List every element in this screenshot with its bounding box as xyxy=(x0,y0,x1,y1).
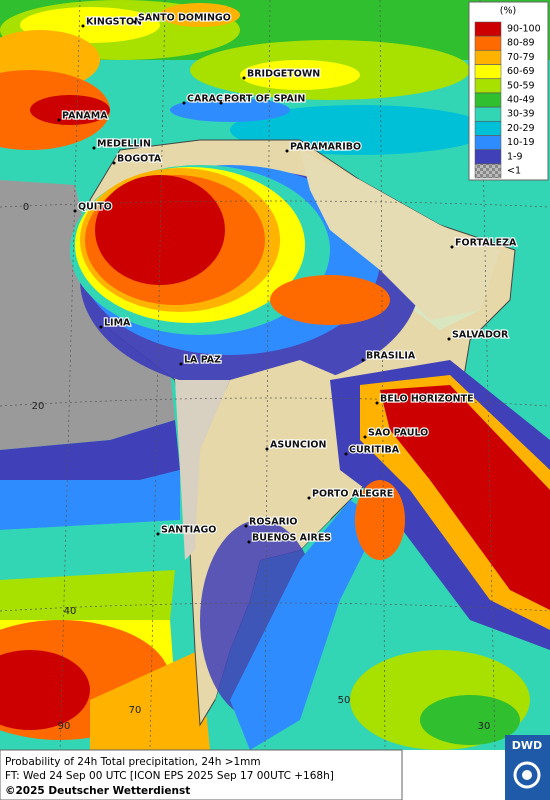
legend-label: 90-100 xyxy=(507,24,541,35)
city-label: MEDELLIN xyxy=(97,139,151,150)
legend-label: 60-69 xyxy=(507,66,535,77)
city-marker xyxy=(265,447,269,451)
legend-label: 30-39 xyxy=(507,109,535,120)
city-label: PORT OF SPAIN xyxy=(224,94,305,105)
legend-swatch xyxy=(474,35,502,51)
legend-swatch xyxy=(474,92,502,108)
city-label: SANTIAGO xyxy=(161,525,216,536)
legend-swatch xyxy=(474,64,502,79)
legend-label: 70-79 xyxy=(507,52,535,63)
city-marker xyxy=(81,24,85,28)
legend: (%) 90-100 80-89 70-79 60-69 50-59 40-49 30-39 2… xyxy=(468,1,549,181)
city-marker xyxy=(447,337,451,341)
city-marker xyxy=(57,118,61,122)
graticule-label: 40 xyxy=(64,606,77,617)
city-label: CARACAS xyxy=(187,94,237,105)
legend-swatch xyxy=(474,78,502,94)
legend-swatch xyxy=(474,135,502,150)
city-label: PANAMA xyxy=(62,111,108,122)
city-marker xyxy=(182,101,186,105)
footer-line: ©2025 Deutscher Wetterdienst xyxy=(5,785,190,797)
legend-swatch xyxy=(474,21,502,37)
city-label: ROSARIO xyxy=(249,517,298,528)
city-marker xyxy=(219,101,223,105)
graticule-label: 30 xyxy=(478,721,491,732)
city-label: KINGSTON xyxy=(86,17,142,28)
city-label: SALVADOR xyxy=(452,330,509,341)
legend-label: 10-19 xyxy=(507,137,535,148)
graticule-label: 70 xyxy=(129,705,142,716)
graticule-label: 90 xyxy=(58,721,71,732)
city-marker xyxy=(307,496,311,500)
city-marker xyxy=(247,540,251,544)
city-label: ASUNCION xyxy=(270,440,326,451)
city-label: PORTO ALEGRE xyxy=(312,489,393,500)
legend-label: <1 xyxy=(507,166,521,177)
legend-title: (%) xyxy=(500,6,516,17)
legend-swatch xyxy=(474,163,502,179)
city-label: BUENOS AIRES xyxy=(252,533,331,544)
logo-text: DWD xyxy=(512,739,542,752)
city-label: LA PAZ xyxy=(184,355,221,366)
legend-swatch xyxy=(474,50,502,65)
city-marker xyxy=(99,325,103,329)
city-label: BELO HORIZONTE xyxy=(380,394,474,405)
legend-swatch xyxy=(474,121,502,136)
city-marker xyxy=(73,209,77,213)
footer: Probability of 24h Total precipitation, … xyxy=(0,749,403,800)
city-marker xyxy=(361,358,365,362)
city-marker xyxy=(450,245,454,249)
city-label: QUITO xyxy=(78,202,112,213)
footer-line: FT: Wed 24 Sep 00 UTC [ICON EPS 2025 Sep… xyxy=(5,770,334,782)
city-label: FORTALEZA xyxy=(455,238,517,249)
legend-label: 50-59 xyxy=(507,80,535,91)
city-label: BOGOTA xyxy=(117,154,162,165)
city-marker xyxy=(244,524,248,528)
precip-field xyxy=(0,0,550,750)
city-label: SANTO DOMINGO xyxy=(138,13,231,24)
city-marker xyxy=(133,20,137,24)
city-marker xyxy=(156,532,160,536)
city-label: SAO PAULO xyxy=(368,428,428,439)
legend-swatch xyxy=(474,106,502,122)
legend-label: 20-29 xyxy=(507,123,535,134)
graticule-label: 0 xyxy=(23,202,29,213)
city-label: BRASILIA xyxy=(366,351,416,362)
city-marker xyxy=(363,435,367,439)
city-label: PARAMARIBO xyxy=(290,142,361,153)
city-label: BRIDGETOWN xyxy=(247,69,320,80)
footer-line: Probability of 24h Total precipitation, … xyxy=(5,756,261,768)
city-marker xyxy=(375,401,379,405)
legend-swatch xyxy=(474,149,502,165)
graticule-label: 20 xyxy=(32,401,45,412)
graticule-label: 50 xyxy=(338,695,351,706)
city-marker xyxy=(179,362,183,366)
legend-label: 1-9 xyxy=(507,151,523,162)
city-marker xyxy=(112,161,116,165)
legend-label: 80-89 xyxy=(507,38,535,49)
city-label: CURITIBA xyxy=(349,445,400,456)
logo: DWD xyxy=(505,735,550,800)
city-marker xyxy=(92,146,96,150)
city-marker xyxy=(344,452,348,456)
city-label: LIMA xyxy=(104,318,131,329)
city-marker xyxy=(242,76,246,80)
city-marker xyxy=(285,149,289,153)
legend-label: 40-49 xyxy=(507,95,535,106)
